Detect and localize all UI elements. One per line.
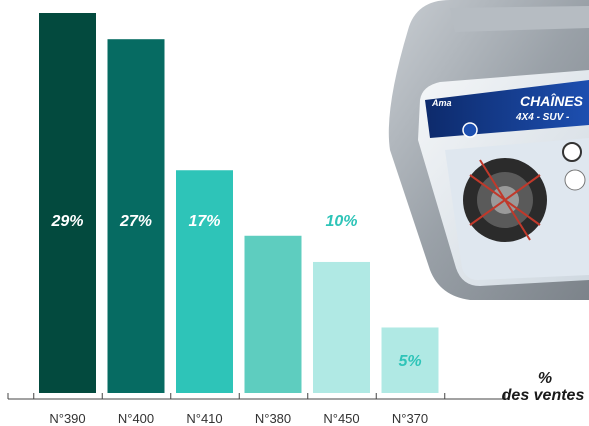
x-tick-label: N°380 — [255, 411, 291, 426]
y-axis-label-percent: % — [538, 370, 552, 387]
x-axis: N°390 N°400 N°410 N°380 N°450 N°370 — [7, 393, 506, 426]
bar-value-label: 12% — [257, 213, 289, 230]
product-title: CHAÎNES — [520, 92, 584, 109]
value-labels-layer: 29% 27% 17% 12% 10% 5% — [50, 213, 421, 370]
bar-4 — [313, 261, 370, 393]
bar-0 — [39, 13, 96, 393]
x-tick-label: N°390 — [49, 411, 85, 426]
product-subtitle: 4X4 - SUV - — [515, 112, 570, 123]
bar-value-label: 10% — [325, 213, 357, 230]
x-tick-label: N°450 — [323, 411, 359, 426]
bar-1 — [107, 39, 165, 393]
x-tick-label: N°410 — [186, 411, 222, 426]
product-brand: Ama — [431, 98, 452, 108]
bar-5 — [381, 327, 439, 393]
bar-3 — [244, 235, 302, 393]
bar-value-label: 27% — [119, 213, 152, 230]
x-tick-label: N°400 — [118, 411, 154, 426]
bar-value-label: 29% — [50, 213, 83, 230]
bar-value-label: 5% — [398, 353, 421, 370]
bar-value-label: 17% — [188, 213, 220, 230]
x-tick-label: N°370 — [392, 411, 428, 426]
bars-layer — [39, 13, 439, 393]
y-axis-label-sales: des ventes — [502, 387, 585, 404]
bar-2 — [176, 170, 233, 393]
